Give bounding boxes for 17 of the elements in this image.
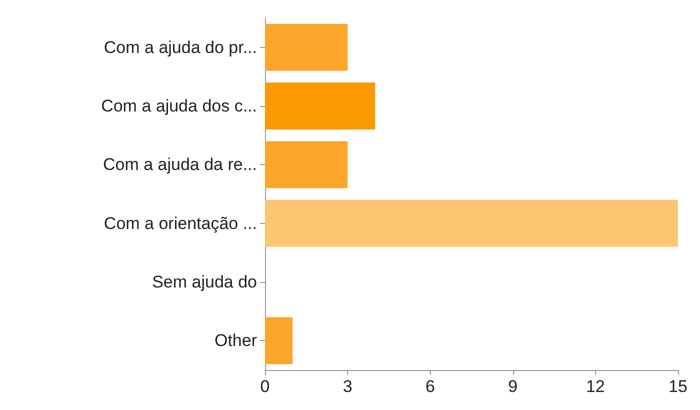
y-tick-label: Other xyxy=(214,331,258,350)
y-tick-label: Com a ajuda da re... xyxy=(102,155,257,174)
x-tick-label: 3 xyxy=(342,377,352,396)
y-tick-label: Com a orientação ... xyxy=(104,214,257,233)
bar xyxy=(265,82,376,130)
bar xyxy=(265,317,293,364)
bar xyxy=(265,200,678,247)
y-tick-label: Sem ajuda do xyxy=(152,272,257,292)
y-tick-label: Com a ajuda do pr... xyxy=(104,38,257,57)
x-tick-label: 15 xyxy=(668,377,688,396)
x-tick-label: 6 xyxy=(425,377,435,396)
bar xyxy=(265,24,348,71)
y-tick-label: Com a ajuda dos c... xyxy=(101,96,257,116)
x-tick-label: 9 xyxy=(508,377,518,396)
x-tick-label: 0 xyxy=(260,377,270,396)
bar xyxy=(265,141,348,188)
x-tick-label: 12 xyxy=(586,377,605,396)
